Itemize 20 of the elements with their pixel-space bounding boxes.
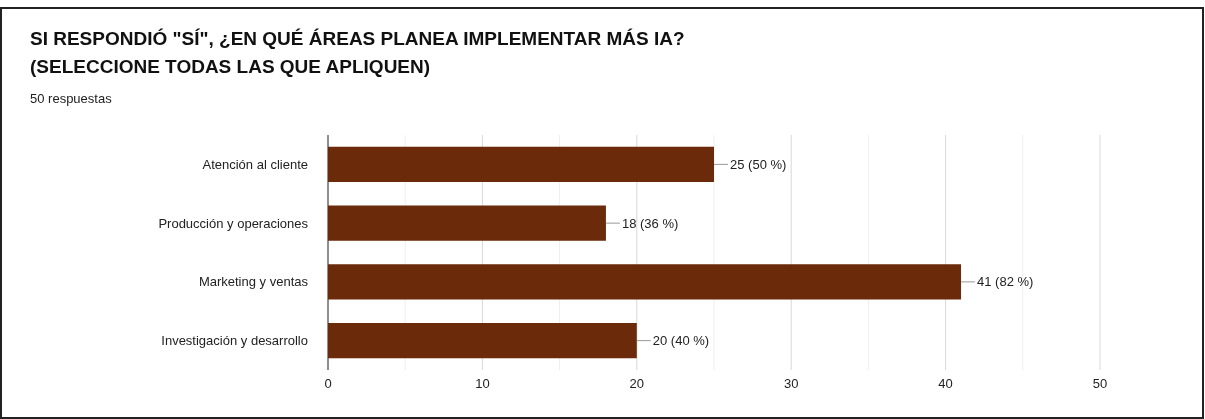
x-tick-label: 50 [1092,376,1108,391]
bar [328,264,962,300]
data-label: 25 (50 %) [730,156,787,172]
bar [328,205,606,241]
x-tick-label: 0 [324,376,332,391]
data-label: 18 (36 %) [621,215,679,231]
text: 50 respuestas [30,91,113,106]
bar [328,146,714,182]
x-tick-label: 20 [629,376,645,391]
y-tick-label: Producción y operaciones [158,215,309,231]
data-label: 20 (40 %) [652,333,710,349]
x-tick-label: 40 [938,376,953,391]
x-tick-label: 30 [783,376,799,391]
y-tick-label: Atención al cliente [202,156,308,172]
chart-title: SI RESPONDIÓ "SÍ", ¿EN QUÉ ÁREAS PLANEA IMPLEMENTAR MÁS IA? (SELECCIONE TODAS LAS QUE APLIQUEN) [30,28,685,77]
y-tick-label: Marketing y ventas [198,274,309,290]
data-label: 41 (82 %) [977,274,1034,290]
bar [328,323,637,359]
y-tick-label: Investigación y desarrollo [161,333,308,349]
x-tick-label: 10 [475,376,490,391]
